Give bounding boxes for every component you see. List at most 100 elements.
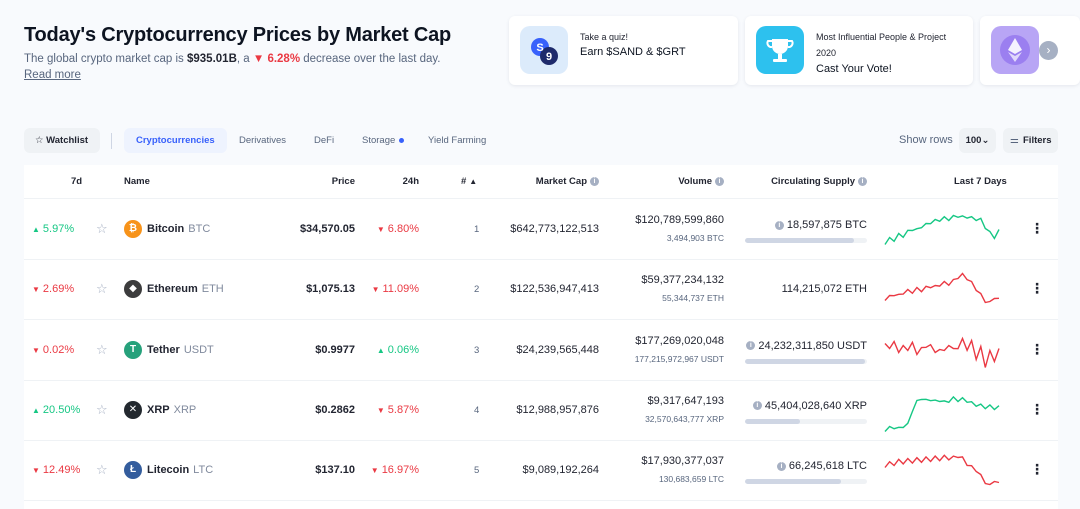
- promo-card-eth[interactable]: [980, 16, 1080, 85]
- coin-price[interactable]: $0.9977: [315, 343, 355, 356]
- table-row[interactable]: ▼ 0.02% ☆ T Tether USDT $0.9977 ▲ 0.06% 3 $24,239,…: [24, 321, 1058, 381]
- info-icon[interactable]: i: [715, 176, 724, 186]
- tab-cryptocurrencies[interactable]: Cryptocurrencies: [124, 128, 227, 153]
- tab-yield-farming[interactable]: Yield Farming: [428, 135, 487, 146]
- header-market-cap[interactable]: Market Cap i: [536, 176, 599, 187]
- ethereum-gem-icon: [991, 26, 1039, 74]
- header-volume[interactable]: Volume i: [678, 176, 724, 187]
- watchlist-button[interactable]: ☆ Watchlist: [24, 128, 100, 153]
- table-row[interactable]: ▼ 12.49% ☆ Ł Litecoin LTC $137.10 ▼ 16.97% 5 $9,08…: [24, 441, 1058, 502]
- change-7d-value: 20.50%: [42, 403, 81, 416]
- coin-name-label: Bitcoin: [147, 223, 185, 235]
- info-icon[interactable]: i: [746, 341, 756, 351]
- coin-price[interactable]: $0.2862: [315, 403, 355, 416]
- market-cap-value: $12,988,957,876: [516, 403, 599, 416]
- coin-name[interactable]: Tether USDT: [147, 344, 214, 356]
- sparkline-path: [884, 214, 1000, 245]
- carousel-next-button[interactable]: ›: [1039, 41, 1058, 60]
- promo-card-quiz[interactable]: S 9 Take a quiz! Earn $SAND & $GRT: [509, 16, 738, 85]
- header-market-cap-label: Market Cap: [535, 176, 587, 187]
- sparkline-path: [884, 272, 1000, 304]
- favorite-star-icon[interactable]: ☆: [96, 221, 108, 236]
- read-more-link[interactable]: Read more: [24, 69, 81, 81]
- info-icon[interactable]: i: [774, 220, 784, 230]
- volume-coin-value: 177,215,972,967 USDT: [634, 353, 724, 364]
- more-options-icon[interactable]: ⋮: [1030, 461, 1044, 478]
- coin-rank: 1: [474, 224, 480, 235]
- caret-down-icon: ▼: [376, 225, 385, 234]
- global-market-cap: $935.01B: [187, 53, 237, 65]
- header-price[interactable]: Price: [331, 176, 355, 187]
- favorite-star-icon[interactable]: ☆: [96, 281, 108, 297]
- summary-prefix: The global crypto market cap is: [24, 53, 187, 65]
- coin-price[interactable]: $34,570.05: [299, 223, 355, 235]
- tab-storage[interactable]: Storage: [362, 128, 405, 153]
- header-name[interactable]: Name: [124, 176, 150, 187]
- sparkline-chart[interactable]: [883, 328, 1001, 374]
- caret-down-icon: ▼: [370, 466, 379, 476]
- more-options-icon[interactable]: ⋮: [1030, 340, 1044, 357]
- info-icon[interactable]: i: [590, 176, 599, 186]
- favorite-star-icon[interactable]: ☆: [96, 462, 108, 478]
- promo-small-text: Take a quiz!: [580, 32, 629, 42]
- promo-small-text: Most Influential People & Project 2020: [816, 32, 947, 58]
- volume-value[interactable]: $17,930,377,037: [641, 455, 724, 468]
- caret-down-icon: ▼: [371, 285, 380, 295]
- table-row[interactable]: ▲ 20.50% ☆ ✕ XRP XRP $0.2862 ▼ 5.87% 4 $12,988,957…: [24, 381, 1058, 441]
- volume-value[interactable]: $120,789,599,860: [635, 214, 724, 226]
- coin-name-label: XRP: [147, 403, 170, 416]
- coin-logo-icon: T: [124, 340, 142, 359]
- circulating-supply: 114,215,072 ETH: [782, 283, 867, 295]
- header-rank[interactable]: # ▲: [461, 176, 477, 187]
- caret-up-icon: ▲: [32, 405, 40, 415]
- favorite-star-icon[interactable]: ☆: [96, 401, 108, 417]
- info-icon[interactable]: i: [776, 461, 786, 471]
- circulating-supply: i 24,232,311,850 USDT: [746, 340, 867, 352]
- volume-value[interactable]: $59,377,234,132: [641, 274, 724, 287]
- info-icon[interactable]: i: [752, 401, 762, 411]
- change-24h-value: 0.06%: [387, 343, 419, 356]
- header-circulating-supply[interactable]: Circulating Supply i: [771, 176, 867, 187]
- coin-logo-icon: ◆: [124, 280, 142, 299]
- toolbar-divider: [111, 133, 112, 149]
- promo-big-text: Earn $SAND & $GRT: [580, 46, 686, 58]
- favorite-star-icon[interactable]: ☆: [96, 341, 108, 357]
- supply-progress-bar: [745, 358, 867, 364]
- coin-name[interactable]: Ethereum ETH: [147, 283, 224, 295]
- coin-price[interactable]: $137.10: [315, 464, 355, 477]
- volume-value[interactable]: $9,317,647,193: [647, 394, 724, 407]
- more-options-icon[interactable]: ⋮: [1030, 220, 1044, 236]
- tab-storage-label: Storage: [362, 135, 396, 146]
- table-row[interactable]: ▲ 5.97% ☆ ₿ Bitcoin BTC $34,570.05 ▼ 6.80% 1 $642,…: [24, 200, 1058, 260]
- sparkline-chart[interactable]: [883, 448, 1001, 494]
- coin-name[interactable]: Litecoin LTC: [147, 464, 213, 476]
- more-options-icon[interactable]: ⋮: [1030, 280, 1044, 297]
- sparkline-chart[interactable]: [883, 388, 1001, 434]
- change-7d: ▼ 12.49%: [32, 464, 80, 476]
- circulating-supply: i 66,245,618 LTC: [776, 460, 867, 472]
- table-row[interactable]: ▼ 2.69% ☆ ◆ Ethereum ETH $1,075.13 ▼ 11.09% 2 $122…: [24, 260, 1058, 321]
- market-change-value: 6.28%: [267, 53, 301, 65]
- tab-defi[interactable]: DeFi: [314, 135, 335, 146]
- header-7d[interactable]: 7d: [71, 176, 83, 187]
- coin-name-label: Ethereum: [147, 283, 198, 296]
- sparkline-chart[interactable]: [883, 267, 1001, 313]
- coin-name[interactable]: XRP XRP: [147, 404, 196, 416]
- more-options-icon[interactable]: ⋮: [1030, 400, 1044, 417]
- promo-card-vote[interactable]: Most Influential People & Project 2020 C…: [745, 16, 973, 85]
- supply-progress-fill: [745, 418, 800, 424]
- coin-price[interactable]: $1,075.13: [306, 283, 355, 296]
- volume-value[interactable]: $177,269,020,048: [635, 334, 724, 347]
- header-supply-label: Circulating Supply: [771, 176, 855, 187]
- tab-derivatives[interactable]: Derivatives: [239, 135, 286, 146]
- coin-symbol: BTC: [188, 223, 211, 235]
- crypto-table: 7d Name Price 24h # ▲ Market Cap i Volume i…: [24, 165, 1058, 509]
- sparkline-chart[interactable]: [883, 207, 1001, 253]
- sparkline-path: [884, 336, 1000, 368]
- info-icon[interactable]: i: [858, 176, 867, 186]
- header-24h[interactable]: 24h: [402, 176, 419, 187]
- filters-button[interactable]: ⚌ Filters: [1003, 128, 1058, 153]
- rows-per-page-select[interactable]: 100⌄: [959, 128, 996, 153]
- circulating-supply-value: 114,215,072 ETH: [781, 283, 867, 296]
- coin-name[interactable]: Bitcoin BTC: [147, 223, 210, 235]
